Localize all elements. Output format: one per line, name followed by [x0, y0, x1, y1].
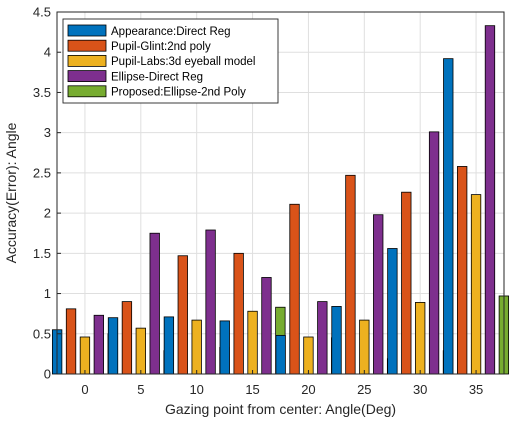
y-tick-label: 2.5 [33, 165, 51, 180]
bar-1-cat-5 [107, 317, 119, 375]
bar-2-cat-35 [457, 166, 468, 375]
bar-1-cat-25 [331, 306, 342, 375]
legend-label: Proposed:Ellipse-2nd Poly [111, 87, 246, 99]
legend-swatch [67, 55, 107, 67]
bar-2-cat-5 [121, 301, 133, 375]
y-tick-label: 0.5 [33, 326, 51, 341]
bar-3-cat-30 [415, 302, 426, 375]
bar-1-cat-35 [443, 58, 454, 375]
legend-label: Pupil-Glint:2nd poly [111, 41, 211, 53]
bar-4-cat-15 [261, 277, 272, 375]
y-tick-label: 3.5 [33, 85, 51, 100]
bar-3-cat-10 [191, 319, 202, 375]
bar-3-cat-25 [359, 319, 370, 375]
x-tick-label: 5 [137, 382, 144, 397]
bar-3-cat-15 [247, 310, 258, 375]
x-tick-label: 10 [189, 382, 203, 397]
legend-swatch [67, 39, 107, 52]
bar-2-cat-25 [345, 174, 356, 375]
bar-1-cat-10 [163, 316, 175, 375]
bar-3-cat-35 [470, 194, 482, 375]
bar-4-cat-25 [373, 214, 384, 375]
bar-1-cat-20 [275, 334, 286, 375]
plot-frame [56, 11, 505, 375]
legend-swatch [67, 85, 107, 98]
x-axis-ticks: 0 5 10 15 20 25 30 35 [81, 370, 483, 397]
y-tick-label: 0 [44, 367, 51, 382]
y-axis-ticks: 0 0.5 1 1.5 2 2.5 3 3.5 4 4.5 [33, 5, 61, 382]
bar-2-cat-10 [177, 255, 188, 375]
y-tick-label: 1 [44, 286, 51, 301]
legend-swatch [67, 70, 107, 82]
x-tick-label: 20 [301, 382, 315, 397]
legend-swatch [67, 24, 107, 37]
bar-4-cat-35 [484, 25, 496, 375]
bar-4-cat-0 [93, 314, 104, 375]
x-tick-label: 15 [245, 382, 259, 397]
x-tick-label: 25 [357, 382, 371, 397]
y-tick-label: 1.5 [33, 246, 51, 261]
bar-2-cat-15 [233, 252, 244, 375]
bar-4-cat-5 [149, 232, 160, 375]
legend: Appearance:Direct Reg Pupil-Glint:2nd pol… [62, 18, 279, 104]
x-axis-title: Gazing point from center: Angle(Deg) [165, 401, 396, 417]
bar-1-cat-30 [387, 248, 398, 375]
bar-1-cat-15 [219, 320, 230, 375]
bar-4-cat-30 [428, 131, 440, 375]
bar-3-cat-20 [303, 336, 314, 375]
x-tick-label: 35 [469, 382, 483, 397]
y-axis-title: Accuracy(Error): Angle [3, 122, 19, 263]
legend-label: Appearance:Direct Reg [111, 26, 231, 38]
bar-2-cat-30 [401, 191, 412, 375]
x-tick-label: 30 [413, 382, 427, 397]
bar-2-cat-20 [289, 203, 300, 375]
bar-3-cat-5 [135, 327, 146, 375]
x-tick-label: 0 [81, 382, 88, 397]
y-tick-label: 2 [44, 206, 51, 221]
y-tick-label: 3 [44, 125, 51, 140]
bar-4-cat-20 [317, 301, 328, 375]
y-tick-label: 4 [44, 45, 51, 60]
legend-label: Ellipse-Direct Reg [111, 71, 203, 83]
y-tick-label: 4.5 [33, 5, 51, 20]
legend-label: Pupil-Labs:3d eyeball model [111, 56, 255, 68]
bar-3-cat-0 [79, 336, 91, 375]
bar-2-cat-0 [65, 308, 77, 375]
bar-4-cat-10 [205, 229, 216, 375]
bars [51, 25, 510, 375]
